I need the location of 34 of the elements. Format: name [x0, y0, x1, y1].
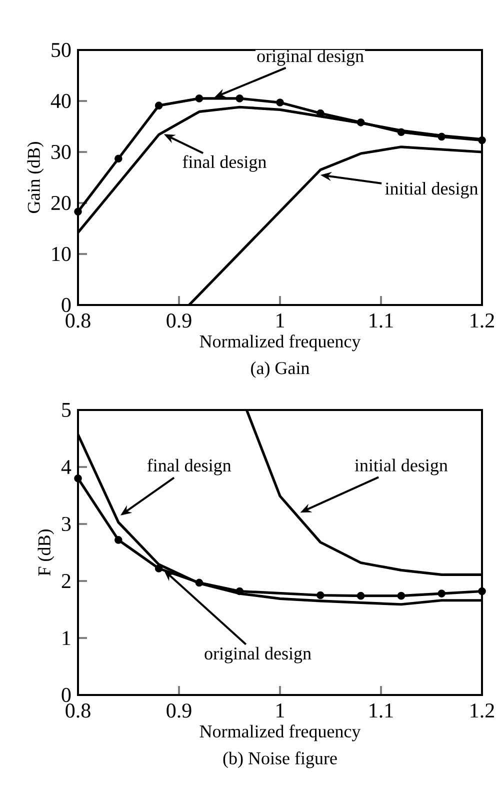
x-tick-label: 0.9 — [166, 314, 192, 328]
y-tick-label: 0 — [62, 298, 70, 312]
x-tick-label: 0.8 — [65, 704, 90, 718]
annotation: initial design — [384, 182, 478, 198]
x-tick-label: 1 — [276, 704, 284, 718]
y-tick-label: 1 — [62, 631, 70, 645]
annotation: original design — [204, 646, 312, 664]
annotation: final design — [147, 458, 231, 476]
y-tick-label: 3 — [62, 516, 70, 532]
y-tick-label: 40 — [50, 94, 70, 108]
x-tick-label: 1 — [276, 314, 284, 328]
y-tick-label: 20 — [51, 196, 70, 210]
text: (a) Gain — [250, 362, 310, 378]
y-tick-label: 10 — [52, 246, 70, 262]
x-tick-label: 0.8 — [65, 314, 90, 328]
x-tick-label: 1.2 — [470, 704, 494, 718]
text: (b) Noise figure — [223, 752, 337, 768]
annotation: final design — [182, 155, 266, 172]
y-axis-title: Gain (dB) — [27, 142, 44, 213]
x-tick-label: 1.1 — [370, 704, 393, 718]
y-axis-title: F (dB) — [38, 530, 54, 576]
x-axis-title: Normalized frequency — [200, 724, 360, 742]
y-tick-label: 0 — [62, 688, 70, 702]
y-tick-label: 50 — [51, 42, 70, 58]
x-tick-label: 0.9 — [166, 704, 192, 718]
annotation: original design — [257, 49, 364, 66]
annotation: initial design — [354, 458, 448, 476]
y-tick-label: 2 — [62, 574, 70, 588]
y-tick-label: 4 — [61, 460, 71, 474]
x-axis-title: Normalized frequency — [200, 334, 360, 352]
x-tick-label: 1.2 — [470, 314, 494, 328]
y-tick-label: 5 — [62, 403, 70, 417]
y-tick-label: 30 — [51, 144, 70, 160]
x-tick-label: 1.1 — [370, 314, 393, 328]
